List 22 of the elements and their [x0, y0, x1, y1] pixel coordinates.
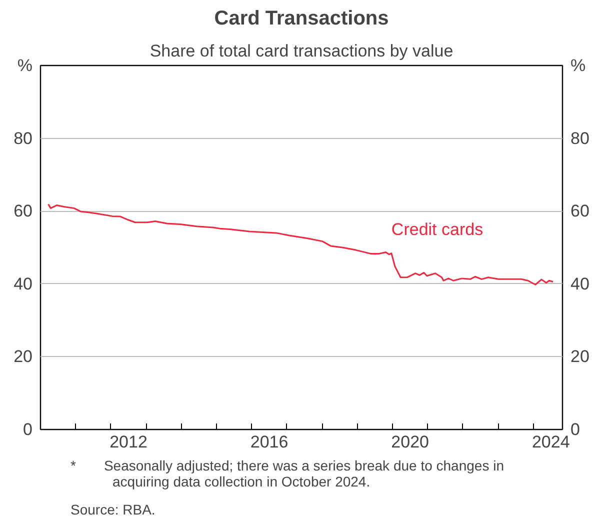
y-tick-label: 20	[14, 347, 33, 366]
y2-tick-label: %	[570, 56, 586, 75]
series-label: Credit cards	[391, 220, 484, 239]
x-tick-label: 2012	[110, 432, 148, 452]
x-tick-label: 2020	[391, 432, 430, 452]
x-tick-label: 2024	[532, 432, 570, 452]
source-note: Source: RBA.	[70, 502, 156, 518]
chart-subtitle: Share of total card transactions by value	[150, 42, 454, 60]
y-tick-label: %	[17, 56, 33, 75]
y2-tick-label: 0	[570, 420, 580, 439]
y-tick-label: 0	[23, 420, 33, 439]
chart-title: Card Transactions	[214, 8, 389, 30]
y2-tick-label: 60	[570, 202, 590, 221]
y2-tick-label: 80	[570, 128, 590, 148]
text: * Seasonally adjusted; there was a series break due to changes in acquiring data collection in October 2024.	[70, 458, 504, 490]
line-series	[47, 203, 554, 286]
y2-tick-label: 40	[570, 274, 590, 294]
y-tick-label: 80	[14, 128, 33, 148]
x-tick-label: 2016	[250, 432, 288, 452]
y-tick-label: 40	[14, 274, 33, 294]
y-tick-label: 60	[14, 202, 33, 221]
y2-tick-label: 20	[570, 347, 590, 366]
